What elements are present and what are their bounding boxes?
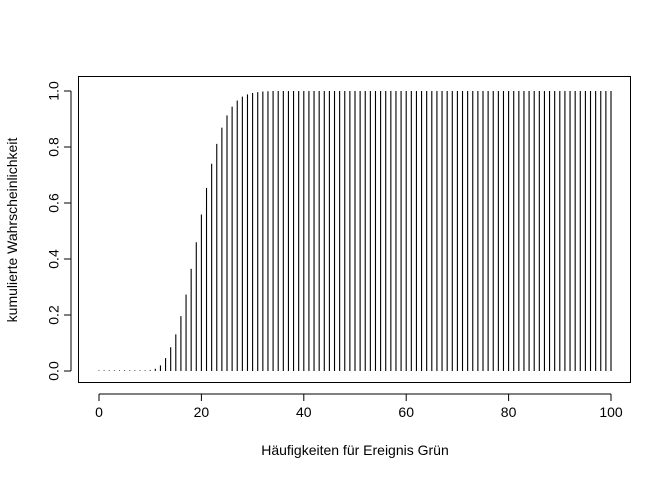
plot-box: [78, 76, 631, 383]
y-axis-title: kumulierte Wahrscheinlichkeit: [4, 138, 20, 323]
x-tick-label: 80: [501, 404, 517, 420]
x-tick-label: 40: [296, 404, 312, 420]
y-tick-label: 0.2: [46, 305, 62, 325]
y-tick-label: 0.0: [46, 361, 62, 381]
y-tick-label: 0.4: [46, 249, 62, 269]
y-axis: 0.0 0.2 0.4 0.6 0.8 1.0: [46, 81, 72, 381]
x-tick-label: 20: [194, 404, 210, 420]
y-tick-label: 1.0: [46, 81, 62, 101]
x-axis: 0 20 40 60 80 100: [95, 393, 623, 420]
x-tick-label: 60: [398, 404, 414, 420]
y-tick-label: 0.8: [46, 137, 62, 157]
x-axis-title: Häufigkeiten für Ereignis Grün: [261, 442, 449, 458]
x-tick-label: 0: [95, 404, 103, 420]
y-tick-label: 0.6: [46, 193, 62, 213]
data-spikes: [98, 91, 612, 371]
x-tick-label: 100: [599, 404, 623, 420]
